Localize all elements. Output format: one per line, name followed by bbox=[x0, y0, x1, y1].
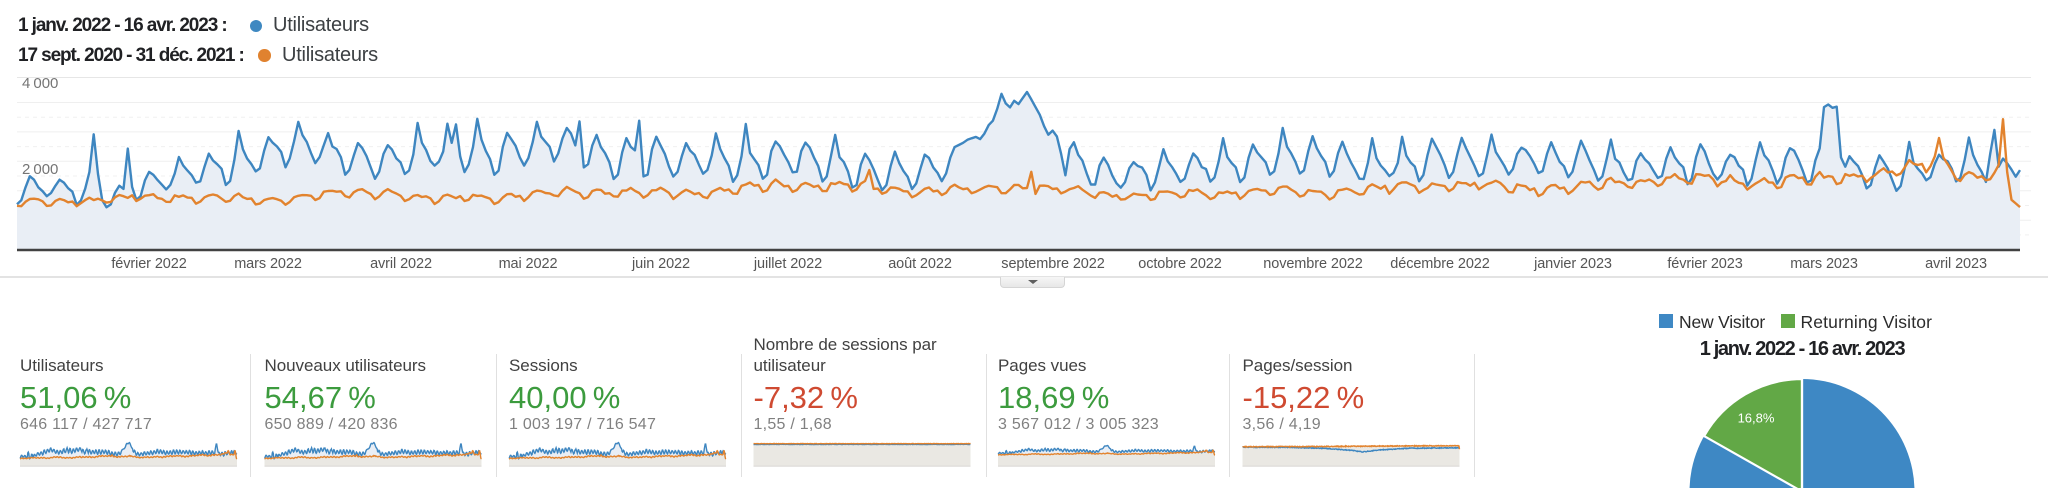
svg-text:16,8%: 16,8% bbox=[1738, 411, 1775, 426]
